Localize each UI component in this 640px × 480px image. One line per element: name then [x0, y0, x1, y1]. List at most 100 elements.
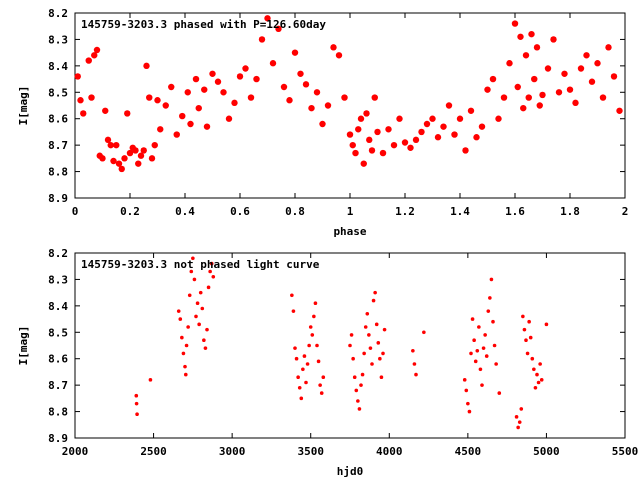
data-point — [382, 327, 387, 332]
data-point — [360, 160, 367, 167]
y-tick-label: 8.2 — [48, 7, 68, 20]
data-point — [85, 57, 92, 64]
data-point — [374, 128, 381, 136]
data-point — [173, 131, 180, 138]
data-point — [168, 83, 175, 91]
data-point — [368, 346, 373, 350]
data-point — [492, 343, 497, 348]
data-point — [429, 115, 436, 122]
data-point — [113, 141, 120, 149]
data-point — [477, 325, 481, 329]
data-point — [472, 338, 476, 343]
data-point — [355, 126, 362, 133]
data-point — [365, 311, 370, 316]
data-point — [206, 285, 211, 290]
data-point — [473, 134, 480, 141]
data-point — [349, 141, 356, 149]
x-tick-label: 5500 — [612, 445, 639, 458]
data-point — [359, 383, 363, 387]
data-point — [555, 89, 563, 96]
data-point — [162, 102, 169, 109]
data-point — [304, 380, 308, 385]
data-point — [599, 94, 607, 101]
data-point — [506, 60, 513, 67]
data-point — [209, 70, 216, 77]
x-tick-label: 1.8 — [560, 205, 580, 218]
data-point — [297, 385, 302, 390]
data-point — [200, 306, 205, 311]
data-point — [140, 147, 147, 154]
data-point — [181, 351, 186, 356]
y-tick-label: 8.7 — [48, 139, 68, 152]
data-point — [520, 104, 527, 112]
data-point — [363, 325, 368, 329]
data-point — [524, 338, 528, 343]
data-point — [132, 147, 139, 154]
data-point — [247, 94, 255, 101]
data-points — [134, 256, 549, 430]
data-point — [517, 33, 524, 40]
data-point — [134, 401, 139, 406]
data-point — [535, 372, 539, 377]
y-tick-label: 8.9 — [48, 192, 68, 205]
data-point — [308, 104, 315, 112]
data-point — [411, 348, 415, 353]
data-point — [486, 309, 491, 313]
data-point — [544, 65, 552, 72]
data-point — [418, 128, 425, 136]
data-point — [373, 290, 377, 295]
data-point — [440, 123, 447, 130]
data-point — [407, 144, 414, 151]
data-point — [187, 120, 194, 128]
data-point — [376, 341, 381, 345]
data-point — [348, 343, 352, 348]
data-point — [124, 110, 131, 117]
data-point — [390, 141, 398, 149]
data-point — [115, 160, 123, 167]
data-point — [242, 65, 249, 72]
data-point — [291, 309, 296, 313]
x-axis-label: phase — [333, 225, 366, 238]
data-point — [594, 60, 601, 67]
data-point — [301, 367, 305, 372]
data-point — [176, 309, 181, 313]
data-point — [466, 401, 470, 406]
data-point — [464, 388, 469, 393]
data-point — [134, 393, 139, 398]
x-tick-label: 0.8 — [285, 205, 305, 218]
x-tick-label: 5000 — [533, 445, 560, 458]
data-point — [198, 290, 203, 295]
data-point — [538, 362, 542, 366]
data-point — [315, 343, 319, 348]
data-point — [91, 52, 98, 59]
data-point — [521, 314, 525, 319]
data-point — [293, 346, 297, 350]
data-point — [296, 375, 300, 380]
data-point — [495, 115, 502, 122]
data-point — [157, 126, 164, 133]
data-point — [356, 399, 360, 403]
data-point — [484, 354, 489, 358]
data-point — [118, 165, 125, 173]
data-point — [211, 274, 216, 279]
data-point — [184, 343, 189, 348]
data-point — [566, 86, 574, 93]
data-point — [473, 359, 478, 364]
data-point — [467, 409, 472, 414]
data-point — [368, 147, 376, 154]
data-point — [516, 425, 520, 430]
data-point — [588, 78, 596, 85]
data-point — [491, 319, 495, 324]
data-point — [189, 269, 194, 274]
data-point — [184, 89, 191, 96]
data-point — [489, 277, 494, 282]
data-point — [258, 36, 266, 43]
data-point — [291, 49, 299, 56]
data-point — [550, 36, 557, 43]
data-point — [186, 325, 190, 329]
data-point — [422, 330, 426, 335]
data-point — [104, 136, 112, 144]
data-point — [469, 351, 473, 356]
data-point — [363, 110, 370, 117]
data-point — [577, 65, 585, 72]
